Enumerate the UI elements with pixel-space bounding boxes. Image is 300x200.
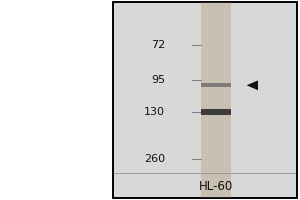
Text: 95: 95 [151,75,165,85]
Bar [112,2,297,198]
Text: 72: 72 [151,40,165,50]
Polygon shape [247,80,258,90]
Bar [201,83,231,87]
Text: 130: 130 [144,107,165,117]
Bar [112,2,297,198]
Bar [201,2,231,198]
Bar [201,109,231,115]
Text: 260: 260 [144,154,165,164]
Text: HL-60: HL-60 [199,180,233,193]
